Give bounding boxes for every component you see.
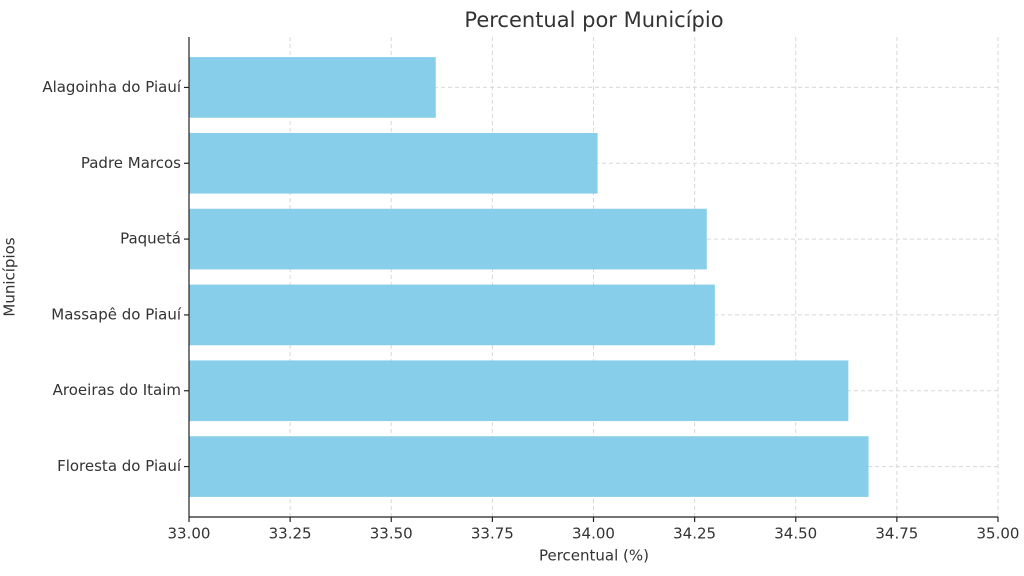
- x-tick-label: 33.25: [269, 525, 312, 543]
- y-axis-label: Municípios: [1, 237, 19, 316]
- bar: [189, 360, 849, 422]
- bar: [189, 208, 707, 270]
- bar: [189, 132, 598, 194]
- x-tick-label: 33.50: [370, 525, 413, 543]
- y-tick-label: Alagoinha do Piauí: [42, 78, 182, 96]
- bar: [189, 57, 436, 118]
- y-tick-label: Paquetá: [120, 230, 181, 248]
- x-tick-label: 34.00: [572, 525, 615, 543]
- x-tick-label: 35.00: [977, 525, 1020, 543]
- chart-title: Percentual por Município: [464, 8, 723, 32]
- y-tick-label: Aroeiras do Itaim: [53, 381, 181, 399]
- bar: [189, 284, 715, 346]
- x-tick-label: 33.00: [168, 525, 211, 543]
- x-tick-label: 33.75: [471, 525, 514, 543]
- y-tick-label: Floresta do Piauí: [57, 457, 182, 475]
- x-axis-label: Percentual (%): [539, 547, 649, 565]
- x-tick-label: 34.50: [774, 525, 817, 543]
- bar: [189, 436, 869, 497]
- x-tick-label: 34.75: [875, 525, 918, 543]
- x-tick-label: 34.25: [673, 525, 716, 543]
- y-tick-label: Padre Marcos: [81, 154, 181, 172]
- y-tick-label: Massapê do Piauí: [51, 305, 182, 323]
